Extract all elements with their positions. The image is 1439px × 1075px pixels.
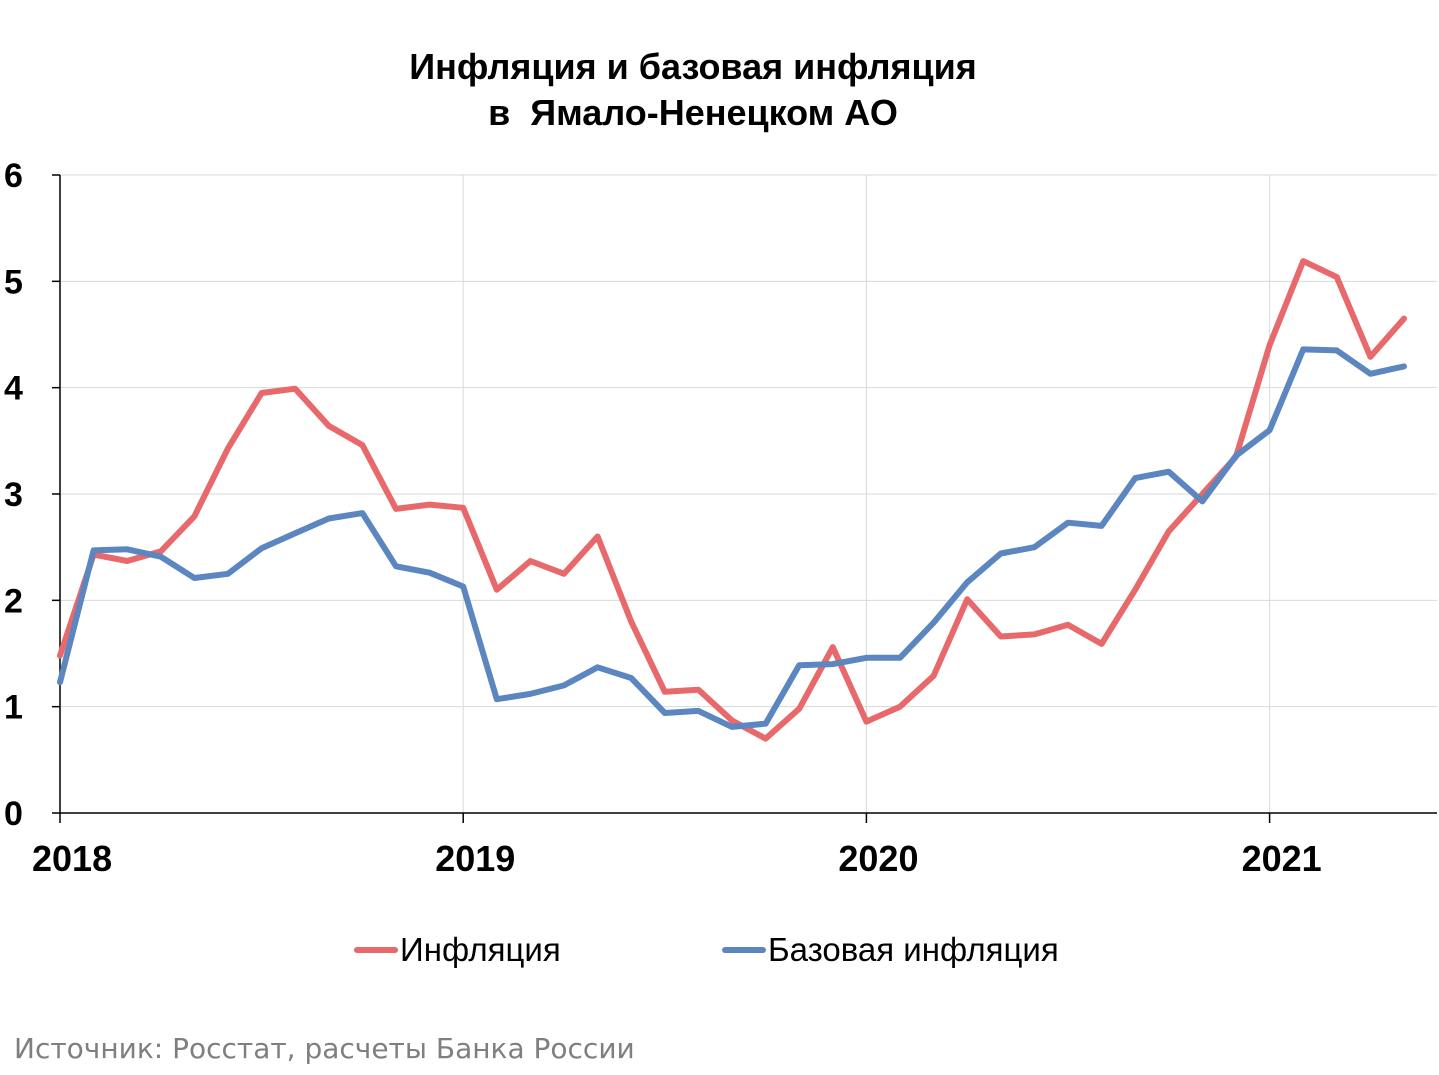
series-line-inflation xyxy=(57,258,1407,742)
line-chart: 0 1 2 3 4 5 6 2018 2019 2020 2021 xyxy=(4,157,1437,879)
y-tick-label: 5 xyxy=(4,263,23,301)
chart-title: Инфляция и базовая инфляция в Ямало-Нене… xyxy=(0,44,1386,136)
series-line-core-inflation xyxy=(57,346,1407,730)
y-tick-label: 2 xyxy=(4,582,23,620)
tick-label-layer: 0 1 2 3 4 5 6 2018 2019 2020 2021 xyxy=(4,157,1322,879)
source-note: Источник: Росстат, расчеты Банка России xyxy=(14,1032,635,1065)
y-tick-label: 1 xyxy=(4,689,23,727)
y-tick-label: 6 xyxy=(4,157,23,195)
legend-item-inflation: Инфляция xyxy=(354,928,561,972)
y-tick-label: 3 xyxy=(4,476,23,514)
legend-swatch-core-inflation xyxy=(722,947,766,953)
x-tick-label: 2021 xyxy=(1242,838,1322,879)
x-tick-label: 2020 xyxy=(838,838,918,879)
legend-label-core-inflation: Базовая инфляция xyxy=(768,931,1059,968)
y-tick-label: 0 xyxy=(4,795,23,833)
chart-title-line-1: Инфляция и базовая инфляция xyxy=(409,46,977,87)
legend-label-inflation: Инфляция xyxy=(400,931,561,968)
x-tick-label: 2018 xyxy=(32,838,112,879)
grid-layer xyxy=(60,174,1437,813)
legend-item-core-inflation: Базовая инфляция xyxy=(722,928,1059,972)
legend-swatch-inflation xyxy=(354,947,398,953)
axis-layer xyxy=(52,174,1437,823)
x-tick-label: 2019 xyxy=(435,838,515,879)
chart-legend: Инфляция Базовая инфляция xyxy=(0,928,1439,972)
series-layer xyxy=(57,258,1407,742)
y-tick-label: 4 xyxy=(4,370,23,408)
chart-title-line-2: в Ямало-Ненецком АО xyxy=(488,92,898,133)
